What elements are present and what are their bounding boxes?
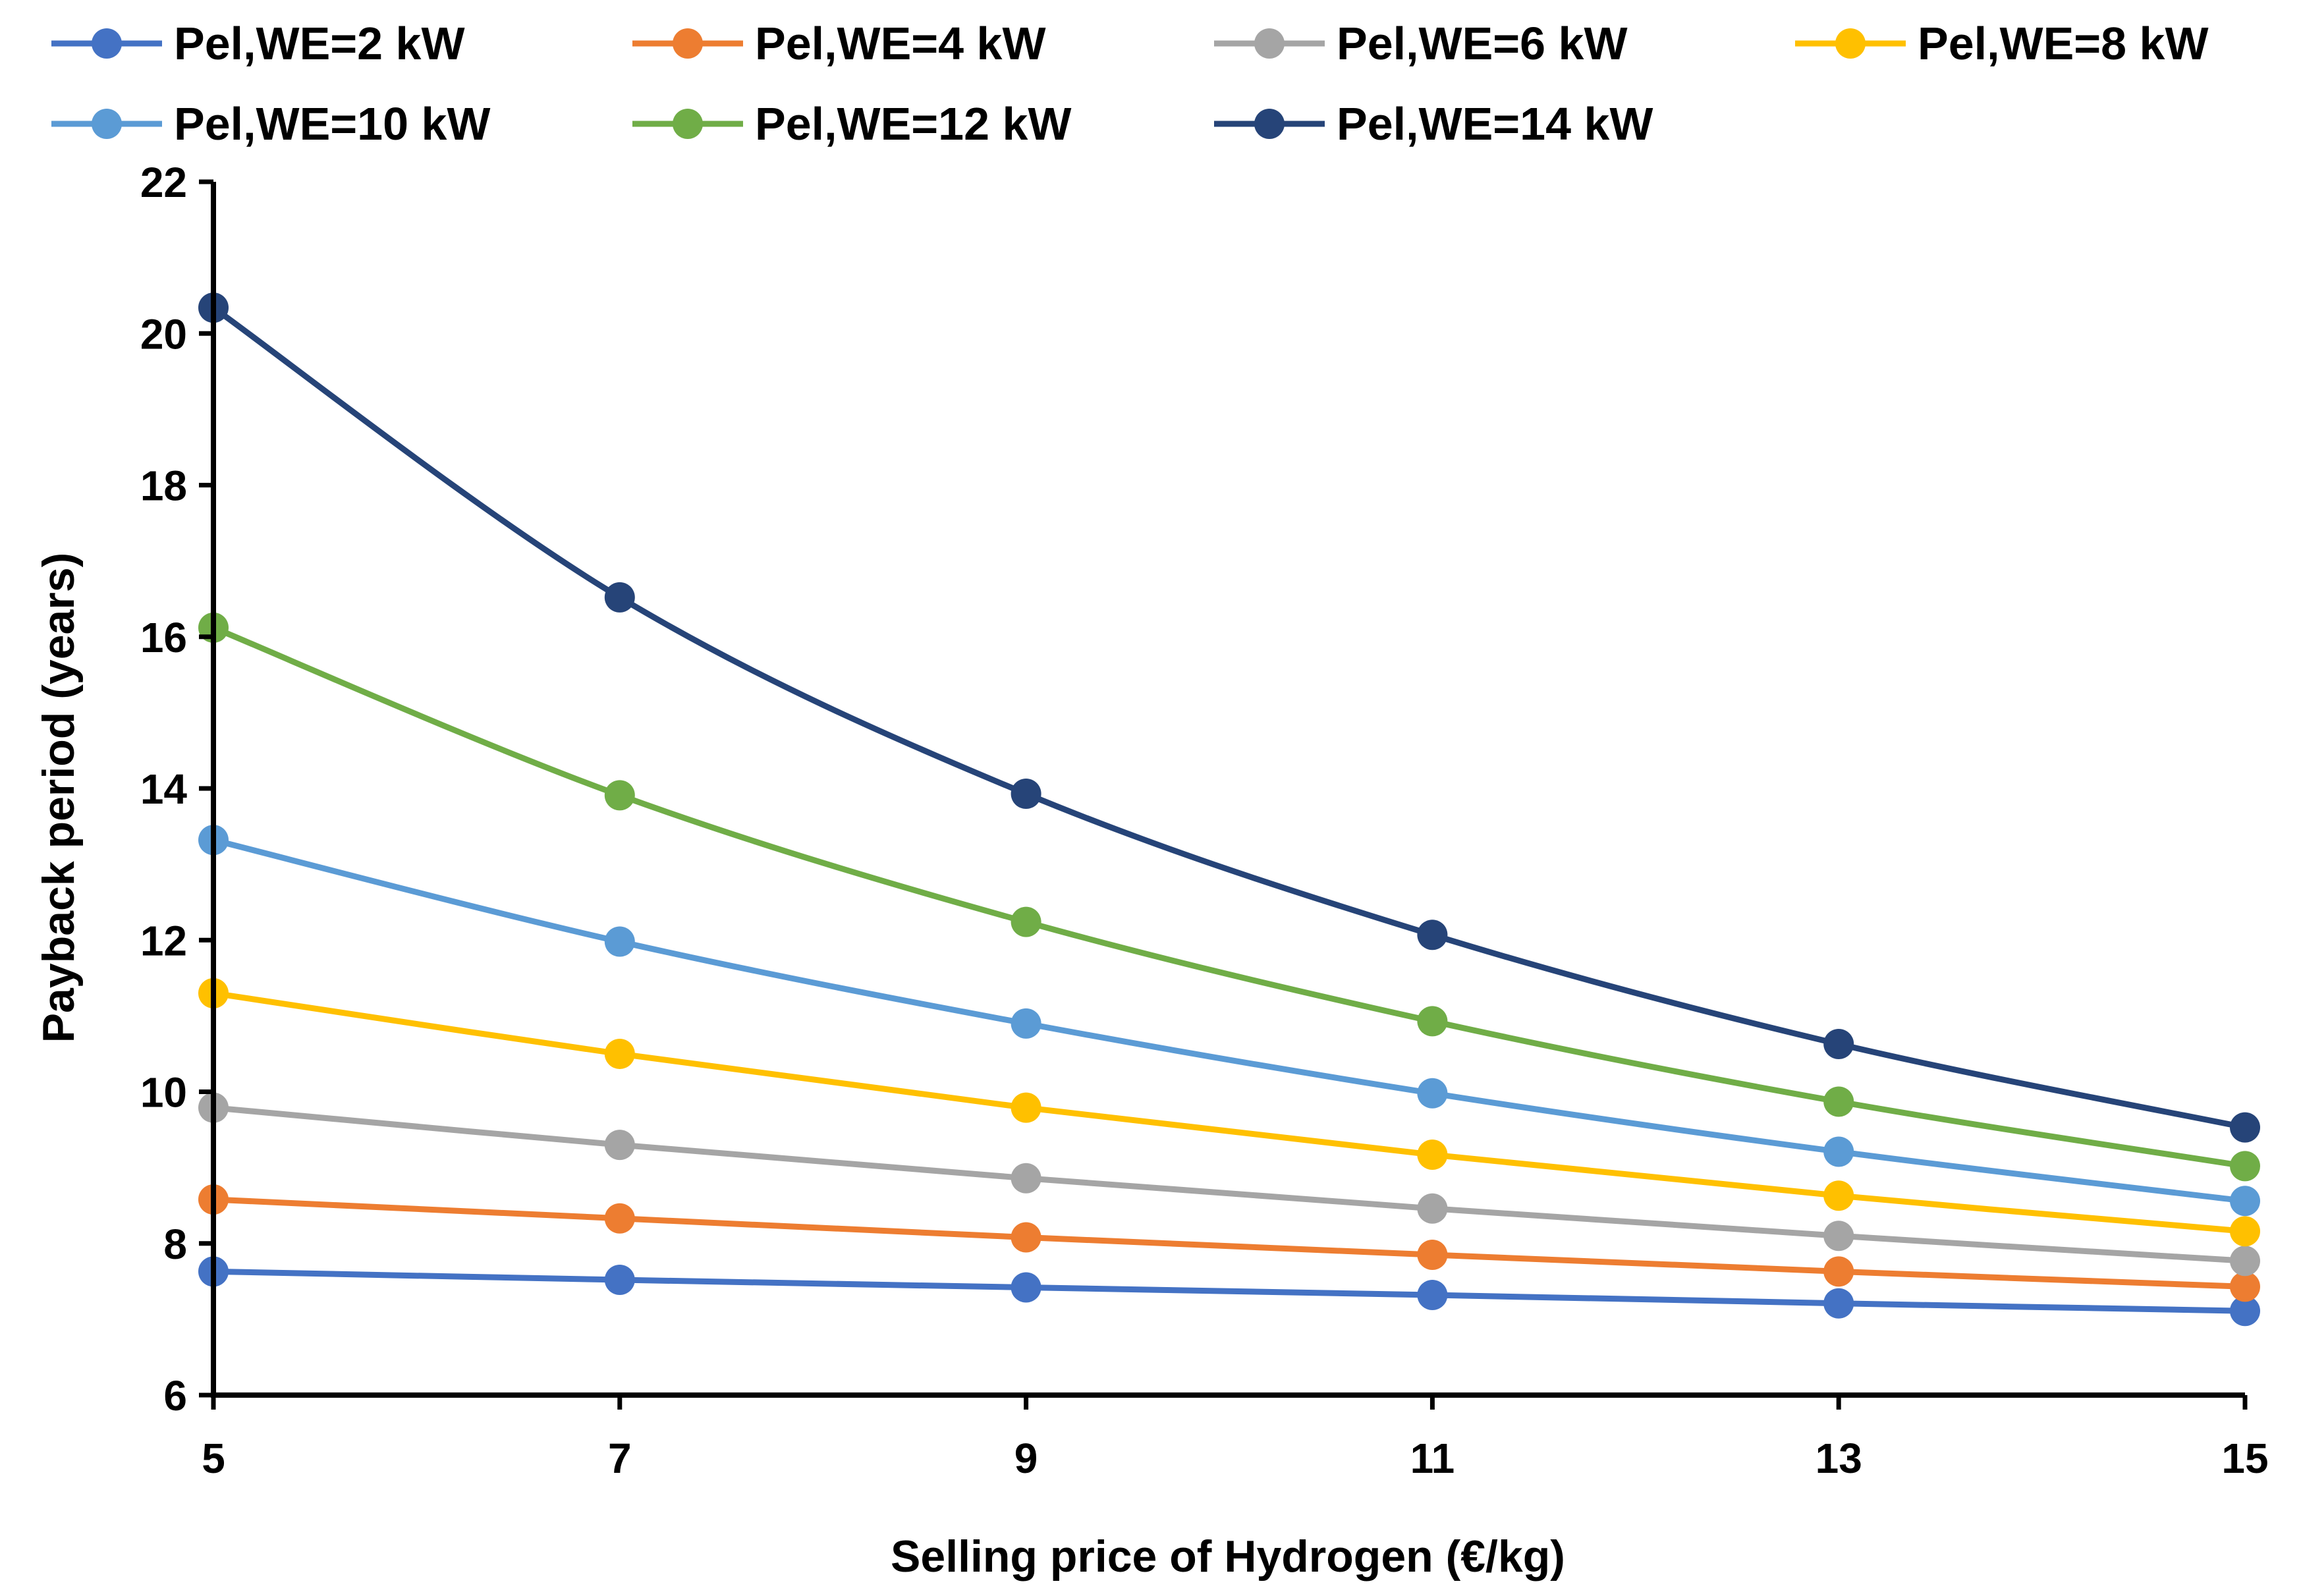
series-line	[210, 1105, 2248, 1264]
data-point	[1417, 920, 1448, 950]
data-point	[2230, 1296, 2260, 1327]
data-point	[604, 582, 635, 613]
x-tick-label: 9	[1014, 1435, 1038, 1482]
legend-marker	[1254, 28, 1285, 59]
y-tick-label: 6	[163, 1372, 187, 1419]
series-5	[198, 825, 2260, 1217]
legend-label: Pel,WE=2 kW	[174, 18, 465, 69]
data-point	[1823, 1028, 1854, 1059]
data-point	[1823, 1288, 1854, 1319]
data-point	[2230, 1112, 2260, 1143]
data-point	[1823, 1086, 1854, 1117]
data-point	[2230, 1151, 2260, 1182]
data-point	[1417, 1006, 1448, 1037]
x-tick-label: 7	[608, 1435, 632, 1482]
legend-marker	[1254, 109, 1285, 139]
legend-label: Pel,WE=12 kW	[755, 98, 1071, 150]
legend-marker	[673, 28, 703, 59]
series-line	[210, 1268, 2248, 1314]
data-point	[1823, 1136, 1854, 1167]
legend-label: Pel,WE=4 kW	[755, 18, 1046, 69]
legend-label: Pel,WE=14 kW	[1337, 98, 1653, 150]
legend-marker	[92, 109, 122, 139]
legend-label: Pel,WE=6 kW	[1337, 18, 1628, 69]
data-point	[604, 1130, 635, 1161]
data-point	[1011, 1222, 1041, 1253]
legend-item: Pel,WE=4 kW	[632, 18, 1046, 69]
series-6	[198, 612, 2260, 1182]
data-point	[1417, 1140, 1448, 1170]
series-layer	[198, 292, 2260, 1327]
data-point	[604, 1038, 635, 1069]
legend-label: Pel,WE=10 kW	[174, 98, 490, 150]
data-point	[1011, 1163, 1041, 1194]
y-axis-title: Payback period (years)	[34, 553, 84, 1043]
x-axis-title: Selling price of Hydrogen (€/kg)	[891, 1531, 1565, 1582]
data-point	[1417, 1280, 1448, 1311]
legend-item: Pel,WE=2 kW	[51, 18, 465, 69]
data-point	[1011, 906, 1041, 937]
data-point	[2230, 1246, 2260, 1277]
series-line	[210, 990, 2248, 1234]
y-tick-label: 8	[163, 1221, 187, 1268]
x-tick-label: 15	[2221, 1435, 2268, 1482]
legend-item: Pel,WE=14 kW	[1214, 98, 1653, 150]
series-line	[210, 624, 2248, 1169]
data-point	[1823, 1180, 1854, 1211]
data-point	[1417, 1193, 1448, 1224]
y-tick-label: 14	[140, 765, 188, 813]
data-point	[604, 926, 635, 957]
series-line	[210, 1196, 2248, 1290]
ticks: 6 8 10 12 14 16 18 20 22 5 7 9 11 13 15	[140, 159, 2269, 1482]
data-point	[2230, 1216, 2260, 1247]
y-tick-label: 10	[140, 1069, 187, 1116]
x-tick-label: 13	[1816, 1435, 1862, 1482]
series-line	[210, 837, 2248, 1204]
data-point	[1823, 1221, 1854, 1252]
data-point	[1011, 1092, 1041, 1123]
y-tick-label: 16	[140, 614, 187, 661]
legend-item: Pel,WE=12 kW	[632, 98, 1071, 150]
legend-item: Pel,WE=10 kW	[51, 98, 490, 150]
y-tick-label: 18	[140, 462, 187, 510]
series-line	[210, 304, 2248, 1131]
data-point	[604, 1265, 635, 1296]
data-point	[604, 1203, 635, 1234]
data-point	[1011, 1008, 1041, 1039]
legend-marker	[1835, 28, 1866, 59]
x-tick-label: 5	[202, 1435, 225, 1482]
y-tick-label: 20	[140, 310, 187, 358]
series-1	[198, 1256, 2260, 1327]
y-tick-label: 22	[140, 159, 187, 206]
x-tick-label: 11	[1410, 1435, 1455, 1482]
data-point	[1011, 1272, 1041, 1303]
series-3	[198, 1092, 2260, 1277]
legend-marker	[673, 109, 703, 139]
data-point	[1011, 779, 1041, 810]
series-4	[198, 977, 2260, 1247]
legend-marker	[92, 28, 122, 59]
data-point	[2230, 1271, 2260, 1302]
series-7	[198, 292, 2260, 1143]
legend-label: Pel,WE=8 kW	[1918, 18, 2209, 69]
data-point	[1417, 1078, 1448, 1109]
data-point	[1417, 1240, 1448, 1271]
legend-item: Pel,WE=8 kW	[1795, 18, 2209, 69]
legend: Pel,WE=2 kW Pel,WE=4 kW Pel,WE=6 kW Pel,WE=…	[51, 18, 2209, 150]
legend-item: Pel,WE=6 kW	[1214, 18, 1628, 69]
y-tick-label: 12	[140, 917, 187, 964]
data-point	[2230, 1186, 2260, 1217]
data-point	[1823, 1256, 1854, 1287]
data-point	[604, 780, 635, 811]
